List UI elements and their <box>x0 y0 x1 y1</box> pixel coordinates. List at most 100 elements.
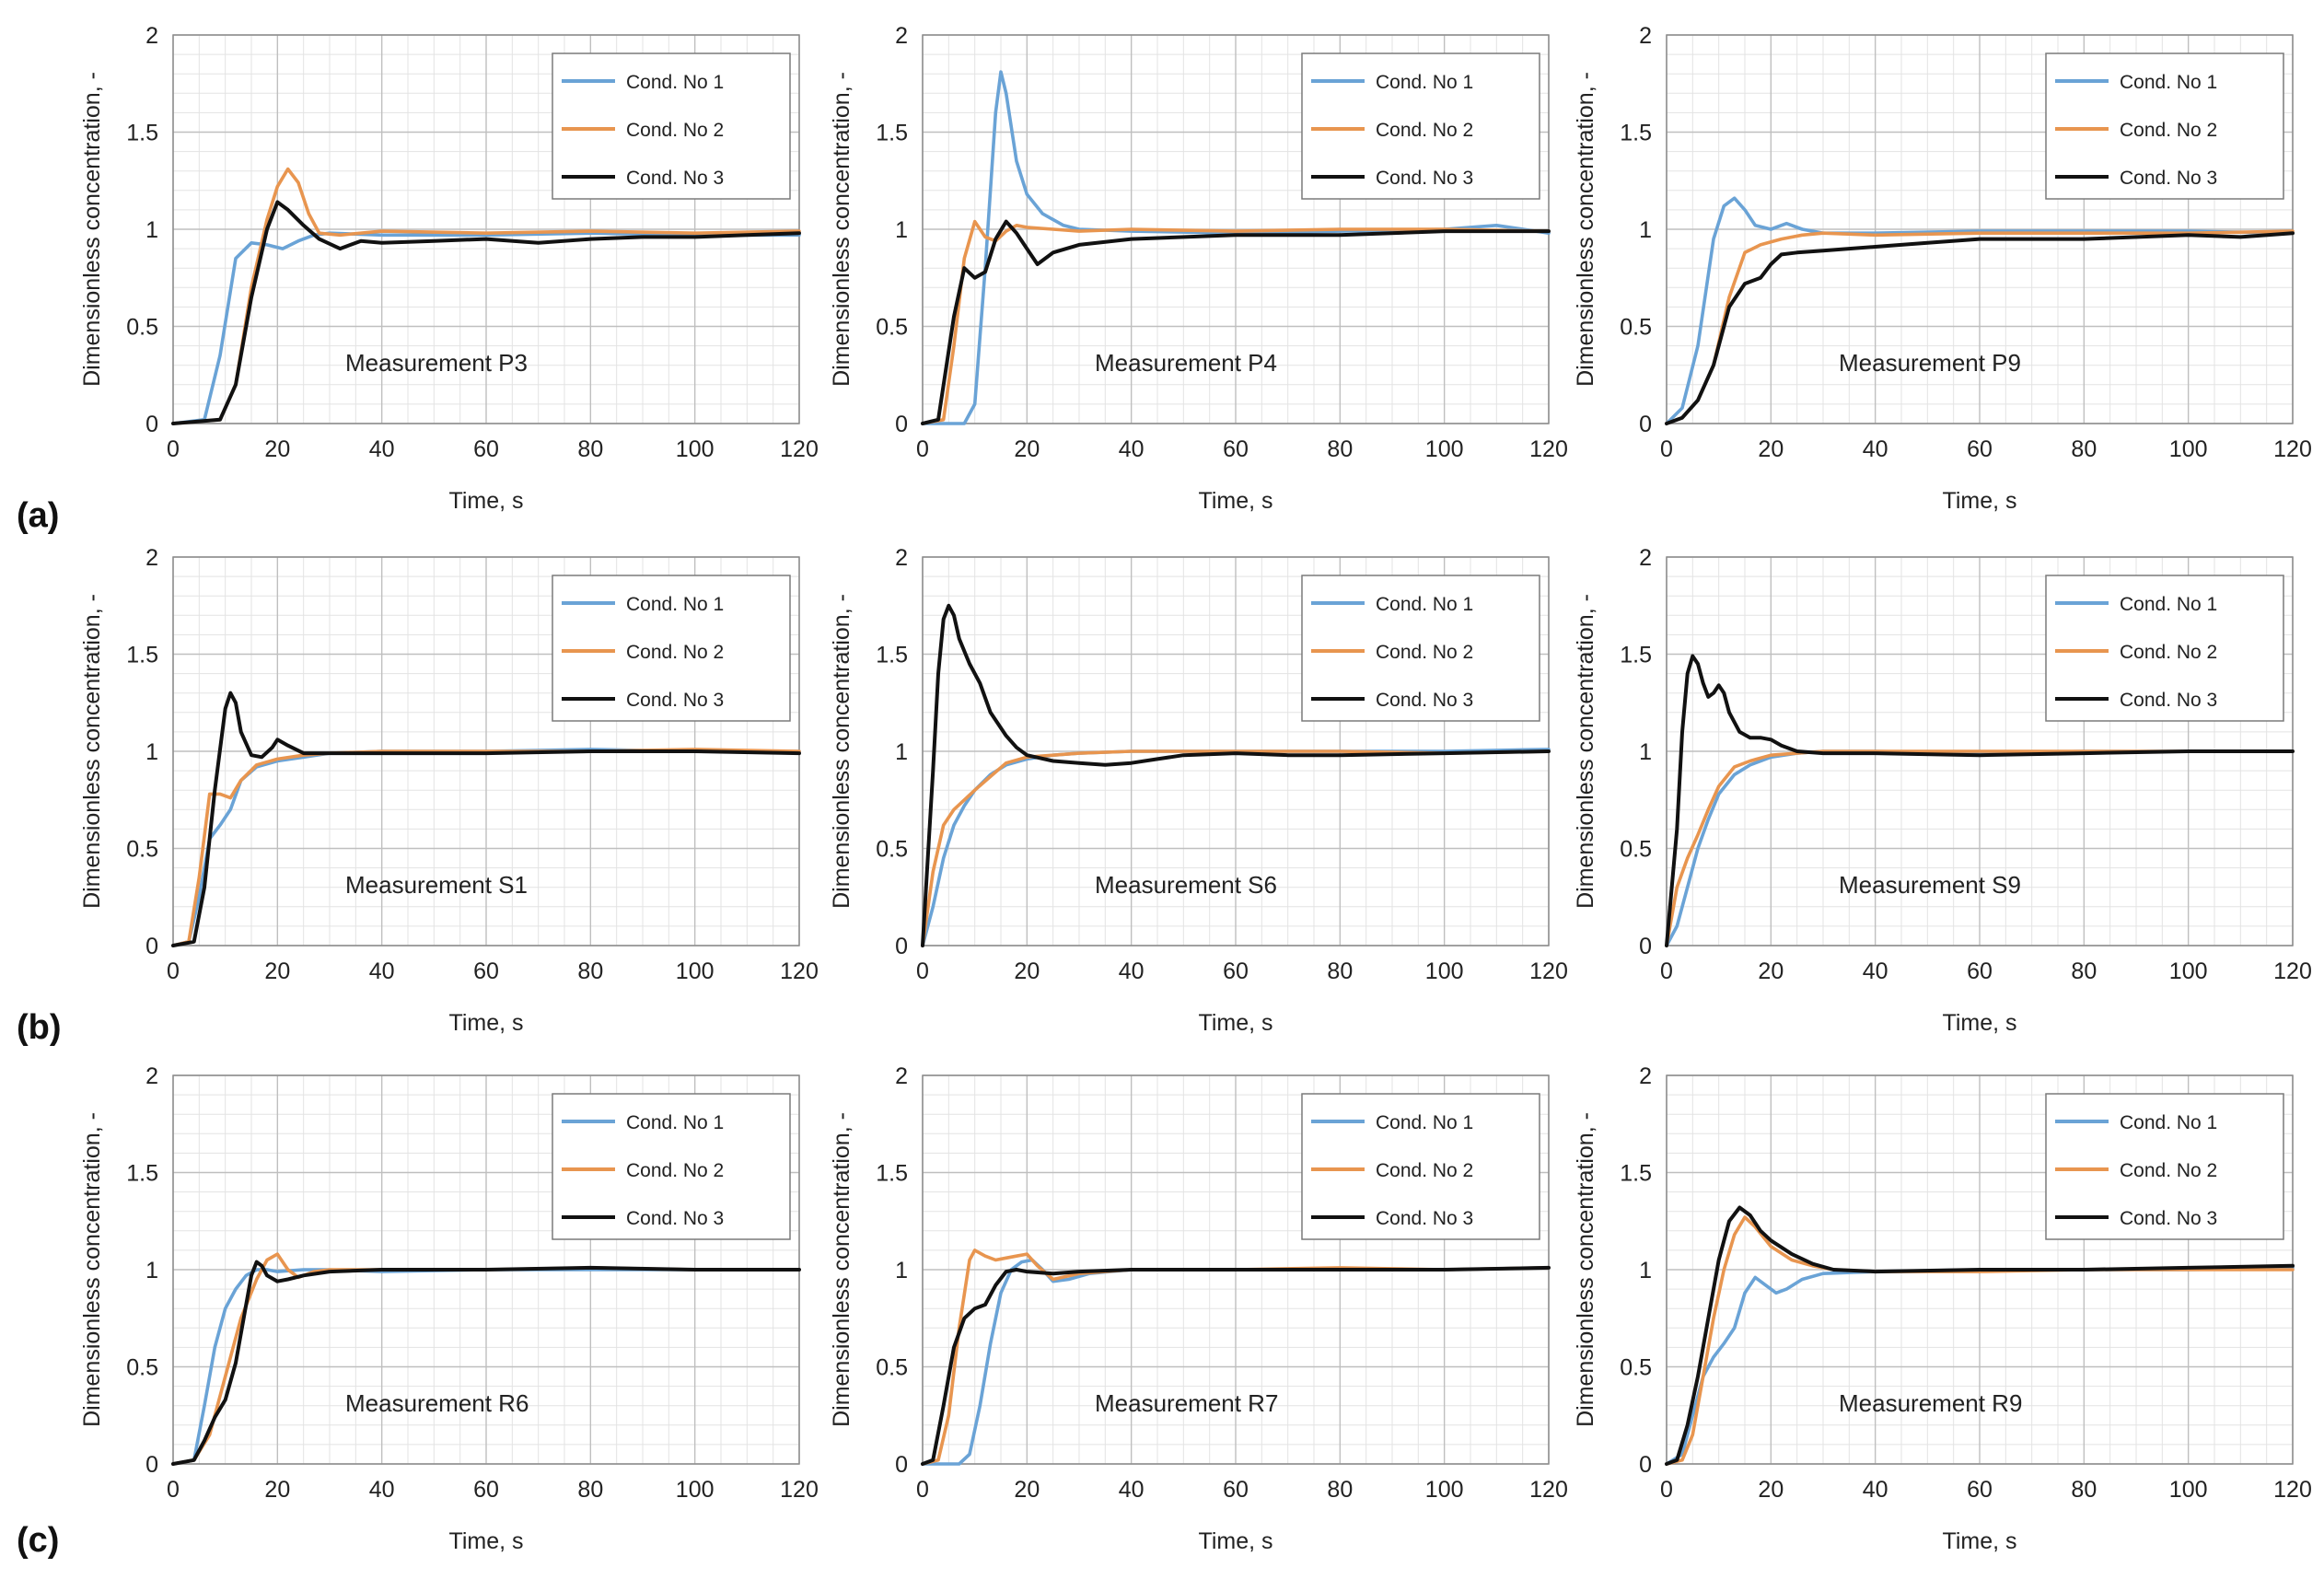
series-line-cond-2 <box>1665 749 2295 947</box>
x-tick-label: 40 <box>369 436 395 462</box>
y-tick-label: 0 <box>895 1452 908 1478</box>
x-tick-label: 0 <box>1660 958 1673 984</box>
legend-label-cond-2: Cond. No 2 <box>2120 1160 2217 1181</box>
measurement-annotation: Measurement P9 <box>1839 349 2021 377</box>
y-tick-label: 1 <box>895 217 908 243</box>
legend-label-cond-2: Cond. No 2 <box>1376 120 1473 141</box>
x-tick-label: 100 <box>1425 958 1464 984</box>
x-axis-title: Time, s <box>1942 488 2016 514</box>
series-line-cond-2 <box>921 749 1551 947</box>
legend-box <box>2045 1093 2284 1240</box>
x-tick-label: 60 <box>1967 958 1993 984</box>
x-tick-label: 120 <box>2273 436 2312 462</box>
x-tick-label: 40 <box>369 958 395 984</box>
plot-area-frame <box>172 34 800 424</box>
legend-label-cond-1: Cond. No 1 <box>1376 72 1473 93</box>
y-tick-label: 0 <box>895 412 908 437</box>
x-tick-label: 0 <box>1660 436 1673 462</box>
legend-label-cond-2: Cond. No 2 <box>1376 642 1473 663</box>
legend-label-cond-3: Cond. No 3 <box>1376 690 1473 711</box>
x-tick-label: 100 <box>1425 436 1464 462</box>
series-line-cond-3 <box>921 603 1551 947</box>
legend-box <box>1301 52 1540 200</box>
x-axis-title: Time, s <box>1198 488 1272 514</box>
x-tick-label: 40 <box>369 1477 395 1503</box>
legend-label-cond-1: Cond. No 1 <box>626 594 724 615</box>
x-tick-label: 40 <box>1119 958 1145 984</box>
legend-label-cond-3: Cond. No 3 <box>1376 168 1473 189</box>
y-tick-label: 0.5 <box>876 1355 908 1381</box>
x-tick-label: 100 <box>2169 436 2208 462</box>
series-line-cond-3 <box>171 200 801 425</box>
y-axis-title: Dimensionless concentration, - <box>829 594 854 909</box>
legend-label-cond-2: Cond. No 2 <box>1376 1160 1473 1181</box>
measurement-annotation: Measurement S6 <box>1095 871 1277 899</box>
legend-box <box>552 52 791 200</box>
y-tick-label: 0 <box>145 1452 158 1478</box>
series-line-cond-3 <box>1665 231 2295 425</box>
y-tick-label: 2 <box>895 1063 908 1089</box>
x-tick-label: 60 <box>1967 436 1993 462</box>
x-tick-label: 0 <box>167 436 180 462</box>
chart-panel-s6: 0 20 40 60 80 100 120 0 0.5 1 1.5 2 Time, s Dimension… <box>829 545 1568 1036</box>
x-axis-title: Time, s <box>1198 1528 1272 1554</box>
y-tick-label: 2 <box>895 23 908 49</box>
legend-box <box>552 575 791 722</box>
x-tick-label: 80 <box>1327 1477 1353 1503</box>
y-tick-label: 2 <box>145 23 158 49</box>
x-axis-title: Time, s <box>1198 1010 1272 1036</box>
x-tick-label: 20 <box>1014 1477 1040 1503</box>
x-tick-label: 100 <box>2169 1477 2208 1503</box>
x-tick-label: 60 <box>1223 1477 1249 1503</box>
x-tick-label: 80 <box>2071 1477 2097 1503</box>
legend-label-cond-2: Cond. No 2 <box>626 642 724 663</box>
chart-panel-p4: 0 20 40 60 80 100 120 0 0.5 1 1.5 2 Time, s Dimension… <box>829 23 1568 514</box>
plot-area-frame <box>922 34 1550 424</box>
legend-label-cond-1: Cond. No 1 <box>626 1112 724 1133</box>
x-tick-label: 40 <box>1119 436 1145 462</box>
x-tick-label: 20 <box>1014 436 1040 462</box>
series-line-cond-1 <box>171 231 801 425</box>
x-tick-label: 0 <box>916 436 929 462</box>
x-tick-label: 60 <box>1223 436 1249 462</box>
legend-label-cond-1: Cond. No 1 <box>2120 1112 2217 1133</box>
y-axis-title: Dimensionless concentration, - <box>79 1112 105 1427</box>
chart-panel-p3: 0 20 40 60 80 100 120 0 0.5 1 1.5 2 Time, s Dimension… <box>79 23 819 514</box>
x-tick-label: 60 <box>473 436 499 462</box>
y-tick-label: 1.5 <box>1620 1161 1652 1187</box>
x-tick-label: 40 <box>1863 958 1888 984</box>
y-tick-label: 1 <box>1639 1258 1652 1283</box>
chart-panel-r6: 0 20 40 60 80 100 120 0 0.5 1 1.5 2 Time, s Dimension… <box>79 1063 819 1554</box>
x-tick-label: 120 <box>2273 958 2312 984</box>
x-tick-label: 0 <box>167 1477 180 1503</box>
x-axis-title: Time, s <box>1942 1528 2016 1554</box>
series-line-cond-3 <box>921 1265 1551 1466</box>
y-tick-label: 1.5 <box>1620 121 1652 146</box>
legend-box <box>1301 1093 1540 1240</box>
x-tick-label: 0 <box>1660 1477 1673 1503</box>
y-tick-label: 1.5 <box>126 643 158 668</box>
y-tick-label: 1 <box>145 217 158 243</box>
chart-panel-s1: 0 20 40 60 80 100 120 0 0.5 1 1.5 2 Time, s Dimension… <box>79 545 819 1036</box>
y-axis-title: Dimensionless concentration, - <box>1573 72 1598 387</box>
legend-label-cond-1: Cond. No 1 <box>1376 1112 1473 1133</box>
series-line-cond-3 <box>1665 654 2295 947</box>
legend-label-cond-2: Cond. No 2 <box>626 1160 724 1181</box>
series-line-cond-3 <box>171 1260 801 1466</box>
chart-panel-r7: 0 20 40 60 80 100 120 0 0.5 1 1.5 2 Time, s Dimension… <box>829 1063 1568 1554</box>
legend-label-cond-3: Cond. No 3 <box>2120 1208 2217 1229</box>
y-tick-label: 0.5 <box>1620 315 1652 341</box>
y-axis-title: Dimensionless concentration, - <box>1573 1112 1598 1427</box>
x-tick-label: 100 <box>2169 958 2208 984</box>
y-tick-label: 1 <box>1639 217 1652 243</box>
y-tick-label: 1 <box>895 739 908 765</box>
x-tick-label: 60 <box>473 958 499 984</box>
row-label-a: (a) <box>17 496 59 535</box>
legend-label-cond-3: Cond. No 3 <box>626 690 724 711</box>
y-tick-label: 1.5 <box>126 1161 158 1187</box>
legend-label-cond-3: Cond. No 3 <box>2120 168 2217 189</box>
x-tick-label: 120 <box>2273 1477 2312 1503</box>
y-tick-label: 2 <box>895 545 908 571</box>
x-tick-label: 80 <box>2071 436 2097 462</box>
